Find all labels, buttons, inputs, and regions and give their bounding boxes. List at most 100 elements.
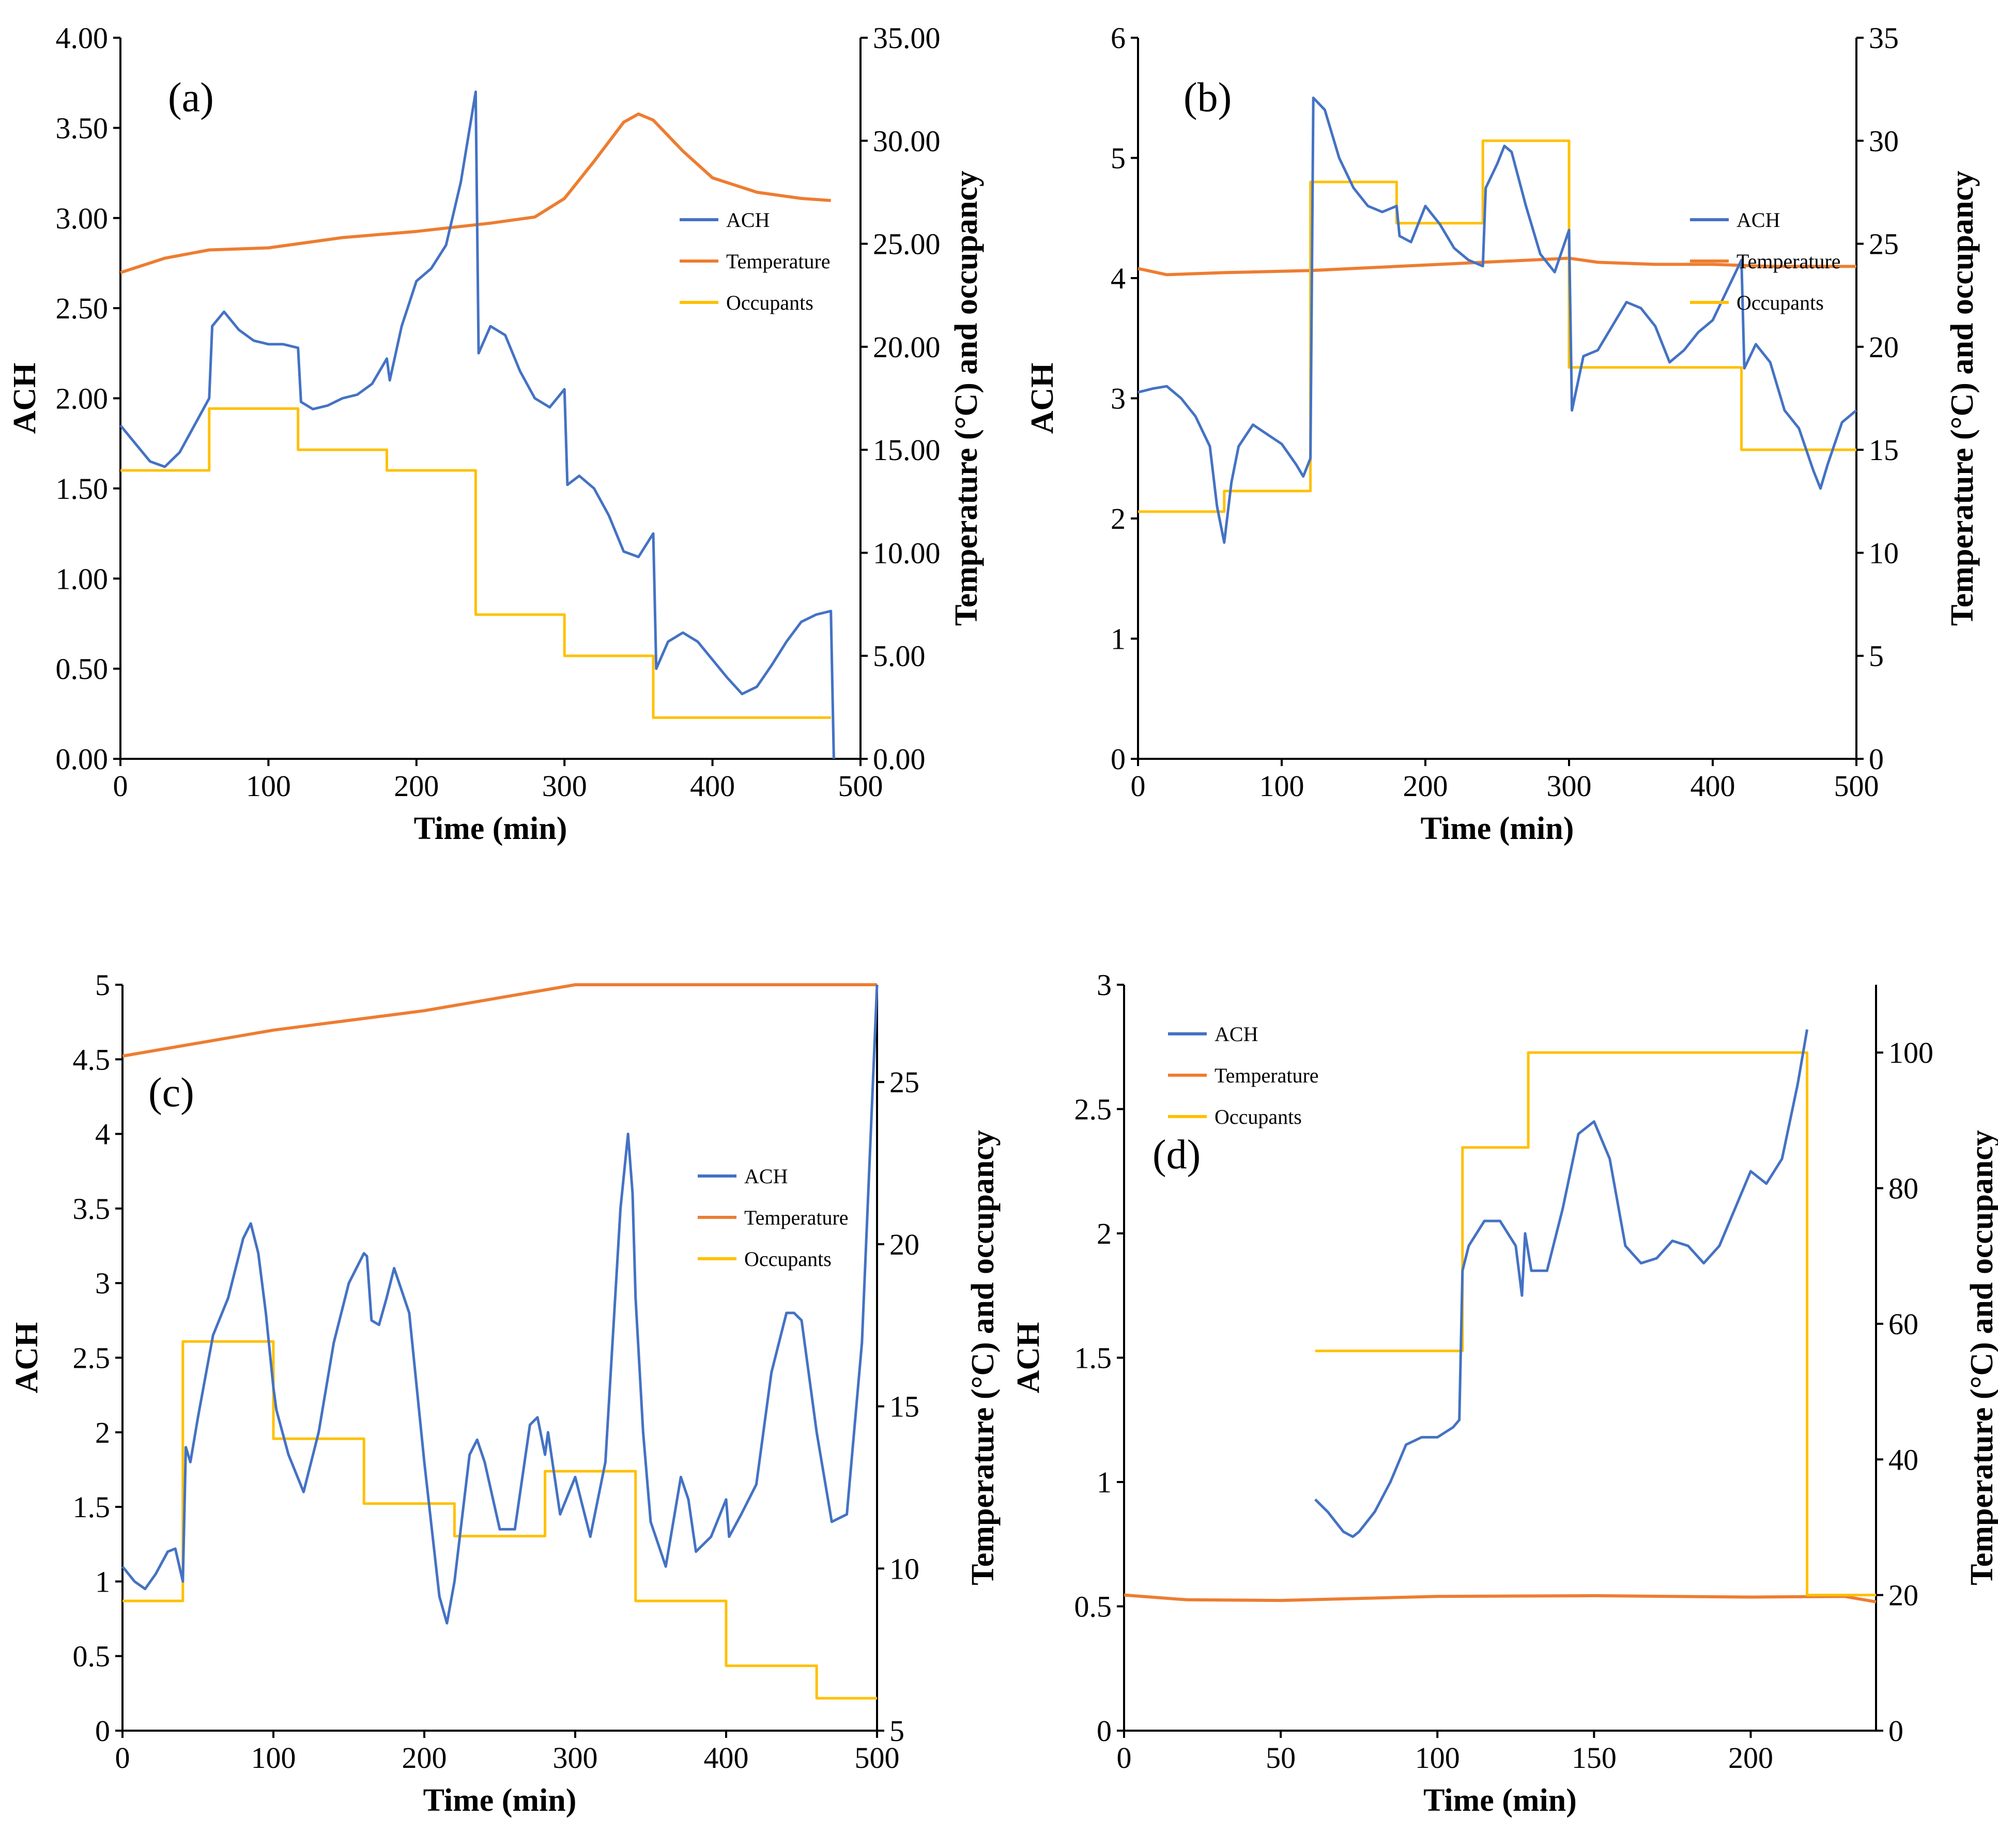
x-tick-label-c: 500 <box>855 1741 900 1775</box>
legend-label-temperature-b: Temperature <box>1736 250 1841 273</box>
y-tick-label-c: 5 <box>95 968 110 1002</box>
x-tick-label-c: 100 <box>251 1741 296 1775</box>
legend-label-ach-d: ACH <box>1215 1022 1258 1046</box>
x-tick-label-b: 200 <box>1403 769 1448 803</box>
y2-tick-label-a: 15.00 <box>873 433 941 467</box>
y-tick-label-a: 3.50 <box>56 111 109 145</box>
legend-label-temperature-a: Temperature <box>726 250 831 273</box>
x-tick-label-c: 300 <box>553 1741 598 1775</box>
y2-tick-label-d: 0 <box>1888 1714 1903 1748</box>
y2-axis-title-d: Temperature (°C) and occupancy <box>1964 1130 1998 1585</box>
x-tick-label-a: 0 <box>113 769 128 803</box>
y2-tick-label-b: 15 <box>1869 433 1899 467</box>
y-tick-label-a: 3.00 <box>56 202 109 235</box>
y2-axis-title-b: Temperature (°C) and occupancy <box>1945 171 1980 626</box>
y-tick-label-b: 4 <box>1111 262 1126 295</box>
series-line-ach-a <box>119 90 835 759</box>
y-tick-label-d: 1 <box>1097 1465 1112 1499</box>
y-tick-label-a: 1.00 <box>56 562 109 595</box>
y2-tick-label-a: 35.00 <box>873 21 941 55</box>
y-tick-label-b: 5 <box>1111 142 1126 175</box>
series-line-temperature-c <box>122 983 877 1058</box>
y-tick-label-b: 6 <box>1111 21 1126 55</box>
x-tick-label-a: 200 <box>394 769 439 803</box>
legend-label-ach-c: ACH <box>744 1165 788 1188</box>
y-axis-title-a: ACH <box>7 363 42 434</box>
chart-panel-c: (c) 0 100 200 300 400 500 0 0.5 1 1.5 2 2.5 3 3.5 4 4.5… <box>9 968 1001 1818</box>
y-tick-label-c: 4.5 <box>73 1043 111 1076</box>
y-tick-label-c: 2 <box>95 1416 110 1449</box>
panel-tag-a: (a) <box>168 75 214 120</box>
y-tick-label-c: 1.5 <box>73 1490 111 1524</box>
y-tick-label-a: 0.00 <box>56 742 109 776</box>
panel-tag-d: (d) <box>1152 1132 1201 1178</box>
y2-tick-label-a: 5.00 <box>873 639 926 673</box>
legend-label-temperature-c: Temperature <box>744 1206 849 1229</box>
y2-tick-label-b: 30 <box>1869 124 1899 158</box>
y-axis-title-b: ACH <box>1025 363 1060 434</box>
y2-tick-label-b: 20 <box>1869 330 1899 364</box>
x-axis-title-d: Time (min) <box>1423 1783 1577 1818</box>
y-axis-title-d: ACH <box>1011 1322 1046 1394</box>
y2-tick-label-a: 0.00 <box>873 742 926 776</box>
series-line-ach-b <box>1138 96 1857 544</box>
x-tick-label-a: 100 <box>246 769 291 803</box>
y-tick-label-d: 0 <box>1097 1714 1112 1748</box>
y2-axis-title-a: Temperature (°C) and occupancy <box>949 171 984 626</box>
y-tick-label-c: 2.5 <box>73 1341 111 1375</box>
legend-label-temperature-d: Temperature <box>1215 1064 1319 1087</box>
y-axis-title-c: ACH <box>9 1322 44 1394</box>
legend-label-ach-a: ACH <box>726 208 770 232</box>
x-tick-label-b: 100 <box>1259 769 1304 803</box>
y-tick-label-b: 0 <box>1111 742 1126 776</box>
y-tick-label-b: 2 <box>1111 502 1126 536</box>
y2-tick-label-c: 5 <box>889 1714 904 1748</box>
series-line-occupants-c <box>122 1340 877 1700</box>
x-tick-label-c: 0 <box>115 1741 130 1775</box>
x-tick-label-c: 200 <box>402 1741 447 1775</box>
x-tick-label-b: 500 <box>1834 769 1879 803</box>
x-tick-label-b: 400 <box>1690 769 1735 803</box>
legend-label-ach-b: ACH <box>1736 208 1780 232</box>
y-tick-label-a: 4.00 <box>56 21 109 55</box>
legend-label-occupants-d: Occupants <box>1215 1105 1302 1128</box>
y2-tick-label-a: 25.00 <box>873 227 941 261</box>
chart-panel-b: (b) 0 100 200 300 400 50001234560510152025303… <box>1025 21 1980 846</box>
y2-tick-label-b: 10 <box>1869 536 1899 570</box>
y2-tick-label-a: 10.00 <box>873 536 941 570</box>
y2-tick-label-d: 100 <box>1888 1036 1933 1070</box>
legend-label-occupants-a: Occupants <box>726 291 813 314</box>
y2-tick-label-c: 10 <box>889 1552 919 1585</box>
y2-tick-label-b: 5 <box>1869 639 1884 673</box>
x-axis-title-c: Time (min) <box>423 1783 577 1818</box>
y2-tick-label-b: 25 <box>1869 227 1899 261</box>
y-tick-label-d: 0.5 <box>1074 1590 1112 1624</box>
series-line-temperature-b <box>1138 256 1856 277</box>
y-tick-label-c: 4 <box>95 1118 110 1151</box>
x-tick-label-d: 100 <box>1415 1741 1460 1775</box>
y-tick-label-d: 3 <box>1097 968 1112 1002</box>
x-tick-label-d: 50 <box>1266 1741 1296 1775</box>
series-line-ach-d <box>1314 1029 1809 1538</box>
y2-tick-label-d: 40 <box>1888 1443 1918 1476</box>
panel-tag-b: (b) <box>1184 75 1232 120</box>
chart-panel-a: (a) 0 100 200 300 400 5000.000.501.001.502.00… <box>7 21 984 846</box>
panel-tag-c: (c) <box>148 1070 194 1116</box>
legend-label-occupants-b: Occupants <box>1736 291 1824 314</box>
x-tick-label-c: 400 <box>704 1741 749 1775</box>
x-tick-label-a: 400 <box>690 769 735 803</box>
y-tick-label-d: 1.5 <box>1074 1341 1112 1375</box>
y2-tick-label-d: 80 <box>1888 1172 1918 1205</box>
y2-tick-label-c: 15 <box>889 1390 919 1424</box>
y2-tick-label-b: 35 <box>1869 21 1899 55</box>
y-tick-label-a: 1.50 <box>56 472 109 506</box>
y-tick-label-c: 1 <box>95 1565 110 1598</box>
y2-tick-label-c: 20 <box>889 1228 919 1261</box>
x-tick-label-d: 0 <box>1117 1741 1132 1775</box>
x-tick-label-d: 150 <box>1572 1741 1617 1775</box>
y-tick-label-d: 2 <box>1097 1217 1112 1250</box>
x-tick-label-d: 200 <box>1728 1741 1773 1775</box>
series-line-temperature-a <box>120 112 831 274</box>
